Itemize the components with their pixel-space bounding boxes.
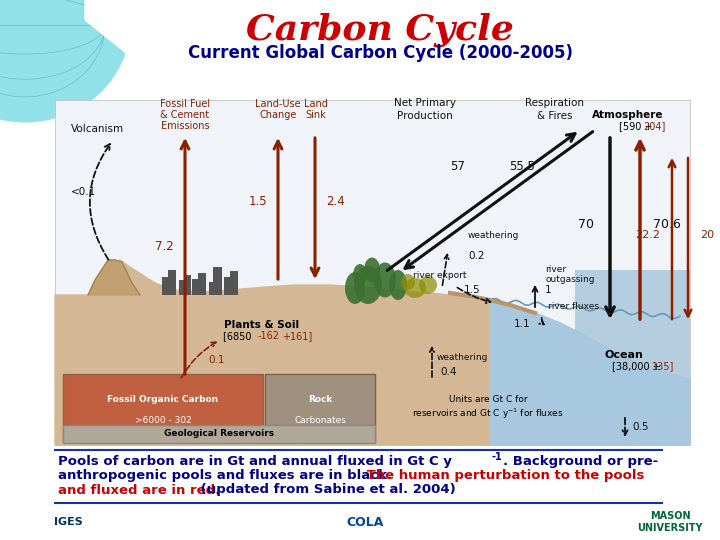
Text: 0.2: 0.2 <box>468 251 485 261</box>
Text: 70.6: 70.6 <box>653 218 681 231</box>
Ellipse shape <box>0 0 130 123</box>
Text: 1: 1 <box>545 285 552 295</box>
Bar <box>63 425 375 443</box>
Ellipse shape <box>389 270 407 300</box>
Text: Production: Production <box>397 111 453 121</box>
Text: 1.1: 1.1 <box>513 319 530 329</box>
Text: 55.5: 55.5 <box>509 160 535 173</box>
Text: Net Primary: Net Primary <box>394 98 456 108</box>
Text: (updated from Sabine et al. 2004): (updated from Sabine et al. 2004) <box>196 483 456 496</box>
Text: Ocean: Ocean <box>605 350 644 360</box>
Text: anthropogenic pools and fluxes are in black.: anthropogenic pools and fluxes are in bl… <box>58 469 392 483</box>
Ellipse shape <box>404 278 426 298</box>
Text: Emissions: Emissions <box>161 121 210 131</box>
Bar <box>55 100 690 445</box>
Ellipse shape <box>345 272 365 304</box>
Text: MASON
UNIVERSITY: MASON UNIVERSITY <box>637 511 703 533</box>
Ellipse shape <box>374 262 396 298</box>
Text: Sink: Sink <box>305 110 326 120</box>
Text: Rock: Rock <box>308 395 332 404</box>
Text: 22.2: 22.2 <box>635 230 660 240</box>
Bar <box>224 277 230 295</box>
Text: & Cement: & Cement <box>161 110 210 120</box>
Ellipse shape <box>364 258 380 282</box>
Ellipse shape <box>401 274 415 290</box>
Bar <box>198 273 206 295</box>
Text: -162: -162 <box>258 331 280 341</box>
Text: 57: 57 <box>451 160 465 173</box>
Text: river: river <box>545 265 566 274</box>
Text: Respiration: Respiration <box>526 98 585 108</box>
Bar <box>213 267 222 295</box>
Text: Land: Land <box>304 99 328 109</box>
Text: [590 +: [590 + <box>619 121 656 131</box>
Text: 0.5: 0.5 <box>632 422 649 432</box>
Text: 70: 70 <box>578 218 594 231</box>
Text: [38,000 +: [38,000 + <box>612 361 661 371</box>
Text: river export: river export <box>413 271 467 280</box>
Text: Units are Gt C for: Units are Gt C for <box>449 395 527 404</box>
Text: Fossil Fuel: Fossil Fuel <box>160 99 210 109</box>
Polygon shape <box>55 260 690 445</box>
Ellipse shape <box>419 276 437 294</box>
Text: Current Global Carbon Cycle (2000-2005): Current Global Carbon Cycle (2000-2005) <box>187 44 572 62</box>
Text: Plants & Soil: Plants & Soil <box>225 320 300 330</box>
Text: 0.4: 0.4 <box>440 367 456 377</box>
Text: +161]: +161] <box>282 331 312 341</box>
Text: and fluxed are in red.: and fluxed are in red. <box>58 483 220 496</box>
Text: weathering: weathering <box>468 231 519 240</box>
Ellipse shape <box>353 264 367 286</box>
Polygon shape <box>88 260 140 295</box>
Text: -1: -1 <box>492 452 503 462</box>
Text: Carbon Cycle: Carbon Cycle <box>246 13 514 47</box>
Text: COLA: COLA <box>346 516 384 529</box>
Bar <box>63 374 263 442</box>
Text: Volcanism: Volcanism <box>71 124 124 134</box>
Text: river fluxes: river fluxes <box>548 302 599 311</box>
Text: Geological Reservoirs: Geological Reservoirs <box>164 429 274 438</box>
Text: weathering: weathering <box>437 353 488 362</box>
Text: 20: 20 <box>700 230 714 240</box>
Text: 135]: 135] <box>652 361 675 371</box>
Bar <box>179 280 184 295</box>
Text: . Background or pre-: . Background or pre- <box>503 455 658 468</box>
Text: Atmosphere: Atmosphere <box>593 110 664 120</box>
Polygon shape <box>85 0 160 80</box>
Text: 7.2: 7.2 <box>156 240 174 253</box>
Text: Land-Use: Land-Use <box>255 99 301 109</box>
Text: [6850: [6850 <box>223 331 255 341</box>
Text: Fossil Organic Carbon: Fossil Organic Carbon <box>107 395 219 404</box>
Text: 204]: 204] <box>643 121 665 131</box>
Bar <box>184 275 191 295</box>
Text: & Fires: & Fires <box>537 111 572 121</box>
Text: Pools of carbon are in Gt and annual fluxed in Gt C y: Pools of carbon are in Gt and annual flu… <box>58 455 452 468</box>
Bar <box>162 277 168 295</box>
Polygon shape <box>490 300 690 445</box>
Text: The human perturbation to the pools: The human perturbation to the pools <box>362 469 644 483</box>
Text: IGES: IGES <box>53 517 82 527</box>
Text: 2.4: 2.4 <box>326 195 345 208</box>
Text: 1.5: 1.5 <box>248 195 267 208</box>
Text: outgassing: outgassing <box>545 275 595 284</box>
Bar <box>265 374 375 442</box>
Text: reservoirs and Gt C y$^{-1}$ for fluxes: reservoirs and Gt C y$^{-1}$ for fluxes <box>413 407 564 421</box>
Bar <box>209 282 214 295</box>
Text: >6000 - 302: >6000 - 302 <box>135 416 192 425</box>
Text: <0.1: <0.1 <box>71 187 96 197</box>
Text: 0.1: 0.1 <box>208 355 225 365</box>
Text: 1.5: 1.5 <box>464 285 480 295</box>
Bar <box>575 270 690 445</box>
Ellipse shape <box>354 266 382 304</box>
Bar <box>168 270 176 295</box>
Bar <box>230 271 238 295</box>
Bar <box>192 279 198 295</box>
Text: Change: Change <box>259 110 297 120</box>
Text: Carbonates: Carbonates <box>294 416 346 425</box>
